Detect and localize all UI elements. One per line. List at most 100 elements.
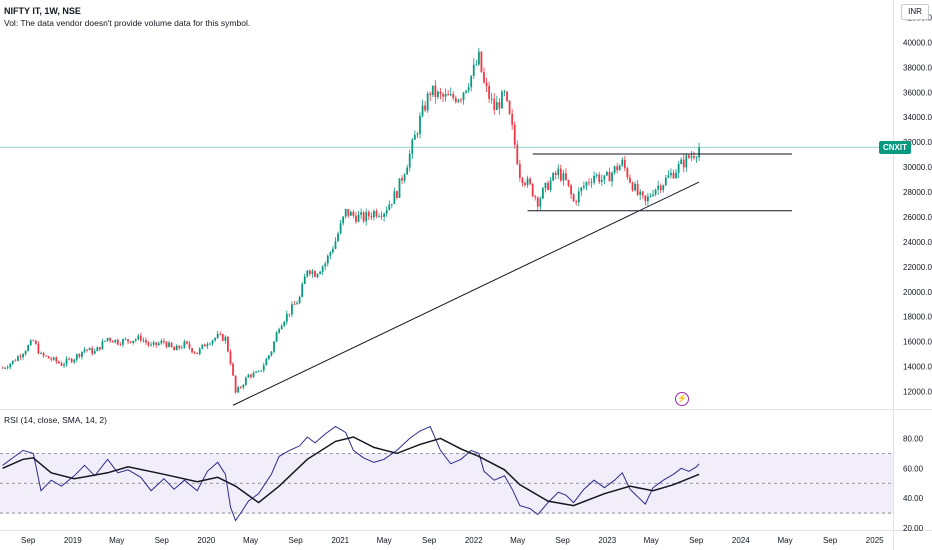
time-tick-label: May — [243, 536, 258, 545]
candle-body — [521, 178, 524, 184]
candle-body — [539, 198, 542, 207]
candle-body — [219, 333, 222, 335]
candle-body — [565, 173, 567, 180]
candle-body — [634, 183, 636, 191]
candle-body — [273, 341, 275, 352]
candle-body — [426, 93, 429, 111]
time-tick-label: Sep — [689, 536, 704, 545]
candle-body — [616, 166, 619, 171]
candle-body — [372, 210, 375, 218]
candle-body — [324, 263, 327, 267]
candle-body — [621, 159, 624, 166]
price-tick-label: 28000.00 — [903, 188, 932, 197]
candle-body — [360, 212, 362, 215]
candle-body — [11, 360, 14, 364]
candle-body — [508, 100, 511, 115]
candle-body — [447, 94, 450, 96]
candle-body — [321, 266, 324, 272]
candle-body — [531, 183, 534, 197]
candle-body — [577, 191, 580, 203]
candle-body — [362, 212, 365, 222]
candle-body — [137, 335, 140, 340]
candle-body — [657, 185, 660, 190]
candle-body — [529, 178, 531, 184]
candle-body — [42, 352, 45, 356]
candle-body — [145, 340, 147, 343]
candle-body — [86, 349, 88, 351]
candle-body — [65, 358, 68, 365]
candle-body — [334, 241, 337, 249]
lightning-icon[interactable]: ⚡ — [675, 392, 689, 406]
candle-body — [667, 175, 670, 178]
candle-body — [70, 358, 73, 363]
rsi-legend[interactable]: RSI (14, close, SMA, 14, 2) — [4, 415, 107, 425]
candle-body — [232, 363, 234, 376]
candle-body — [291, 304, 293, 315]
candle-body — [52, 357, 55, 360]
candle-body — [659, 185, 662, 191]
candle-body — [623, 159, 626, 169]
price-tick-label: 16000.00 — [903, 338, 932, 347]
candle-body — [239, 387, 242, 389]
candle-body — [347, 209, 350, 216]
candle-body — [434, 85, 437, 98]
candle-body — [50, 358, 53, 360]
candle-body — [467, 87, 470, 91]
candle-body — [547, 182, 549, 190]
candle-body — [419, 115, 421, 134]
candle-body — [524, 183, 526, 185]
candle-body — [580, 187, 583, 192]
candle-body — [227, 336, 229, 352]
candle-body — [247, 374, 250, 378]
candle-body — [47, 356, 50, 359]
candle-body — [155, 342, 158, 346]
candle-body — [129, 341, 132, 343]
candle-body — [101, 341, 104, 350]
candle-body — [237, 387, 240, 393]
time-tick-label: May — [778, 536, 793, 545]
rsi-tick-label: 40.00 — [903, 494, 924, 503]
time-tick-label: 2024 — [732, 536, 750, 545]
candles — [1, 47, 701, 394]
candle-body — [170, 342, 173, 348]
price-tick-label: 22000.00 — [903, 263, 932, 272]
trendline-line — [232, 181, 700, 406]
volume-note: Vol: The data vendor doesn't provide vol… — [4, 18, 251, 28]
candle-body — [582, 185, 585, 188]
candle-body — [6, 367, 9, 369]
candle-body — [513, 124, 516, 145]
candle-body — [293, 304, 296, 306]
candle-body — [342, 216, 345, 224]
symbol-title[interactable]: NIFTY IT, 1W, NSE — [4, 6, 81, 16]
candle-body — [270, 351, 273, 356]
candle-body — [636, 183, 639, 195]
candle-body — [93, 351, 96, 354]
candle-body — [308, 270, 311, 274]
candle-body — [613, 166, 616, 173]
candle-body — [590, 182, 593, 184]
candle-body — [380, 216, 383, 217]
candle-body — [96, 347, 99, 352]
candle-body — [81, 351, 83, 357]
candle-body — [40, 352, 42, 354]
candle-body — [188, 343, 191, 349]
price-tick-label: 18000.00 — [903, 313, 932, 322]
candle-body — [424, 105, 426, 111]
candle-body — [132, 340, 135, 343]
candle-body — [24, 351, 27, 355]
time-tick-label: May — [377, 536, 392, 545]
candle-body — [559, 168, 562, 181]
candle-body — [34, 340, 37, 344]
candle-body — [224, 336, 227, 341]
candle-body — [695, 157, 698, 159]
candle-body — [83, 349, 86, 352]
candle-body — [278, 329, 281, 333]
currency-button[interactable]: INR — [901, 4, 929, 20]
candle-body — [378, 216, 380, 217]
candle-body — [518, 164, 521, 179]
candle-body — [252, 372, 255, 377]
candle-body — [88, 348, 91, 351]
candle-body — [693, 156, 695, 158]
candle-body — [119, 344, 122, 346]
